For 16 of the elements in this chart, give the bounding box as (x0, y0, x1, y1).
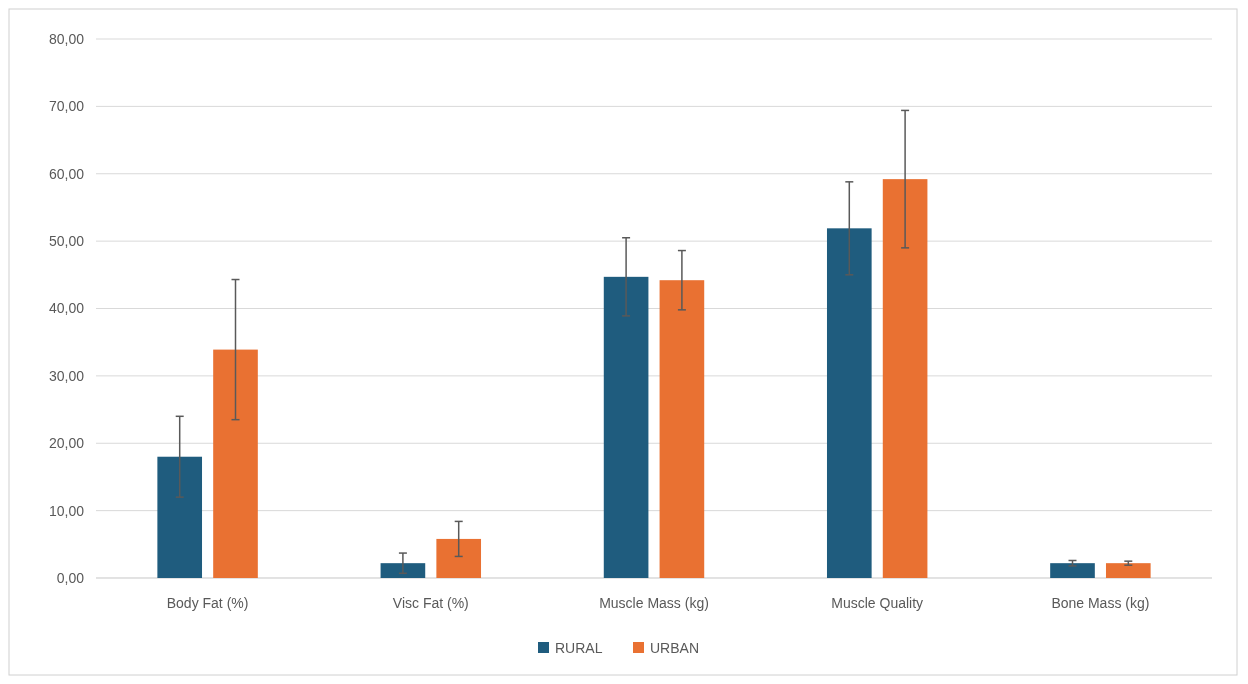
y-tick-label: 50,00 (48, 233, 85, 250)
x-tick-label: Muscle Mass (kg) (599, 595, 709, 611)
x-tick-label: Visc Fat (%) (392, 595, 469, 611)
y-tick-label: 0,00 (56, 569, 85, 586)
legend-label: URBAN (650, 639, 700, 656)
y-tick-label: 40,00 (48, 300, 85, 317)
y-tick-label: 70,00 (48, 98, 85, 115)
y-tick-label: 10,00 (48, 502, 85, 519)
y-tick-label: 80,00 (48, 30, 85, 47)
y-tick-label: 20,00 (48, 435, 85, 452)
y-tick-label: 30,00 (48, 367, 85, 384)
y-tick-label: 60,00 (48, 165, 85, 182)
x-tick-label: Muscle Quality (831, 595, 924, 611)
x-tick-label: Bone Mass (kg) (1051, 595, 1150, 611)
legend-label: RURAL (555, 639, 603, 656)
x-tick-label: Body Fat (%) (166, 595, 249, 611)
